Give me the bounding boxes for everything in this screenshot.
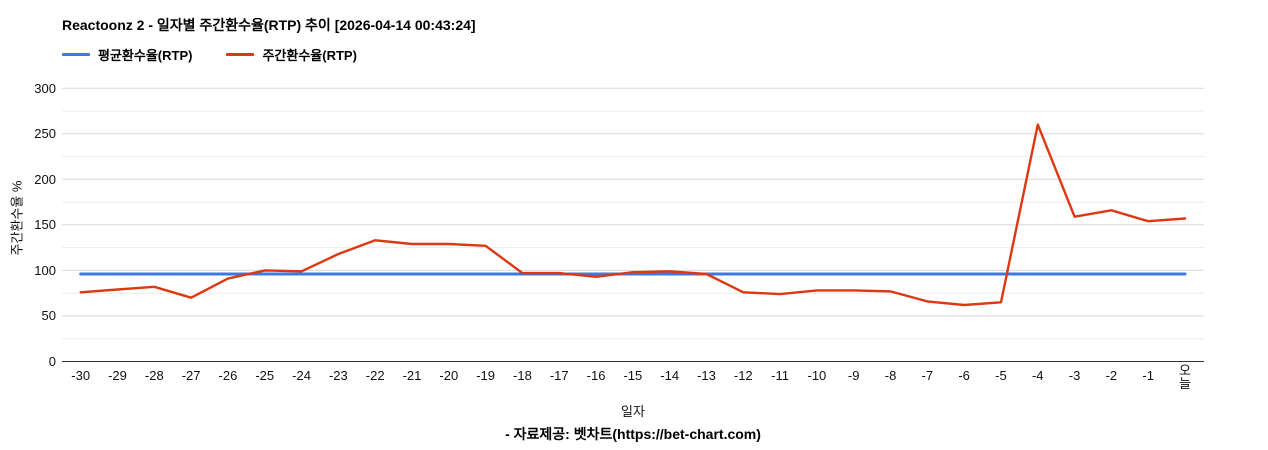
x-tick-label: -26 (218, 368, 238, 383)
x-tick-label: -14 (660, 368, 680, 383)
x-tick-label: -20 (439, 368, 459, 383)
x-tick-label: -10 (807, 368, 827, 383)
x-tick-label: -12 (733, 368, 753, 383)
x-tick-label: -7 (921, 368, 934, 383)
x-tick-label: -2 (1105, 368, 1118, 383)
x-tick-label: -23 (328, 368, 348, 383)
legend-line-swatch (226, 53, 255, 56)
weekly-rtp-line (79, 123, 1187, 307)
chart-title: Reactoonz 2 - 일자별 주간환수율(RTP) 추이 [2026-04… (62, 17, 476, 33)
y-tick-label: 0 (48, 354, 56, 369)
x-tick-label: -6 (958, 368, 970, 383)
y-tick-label: 100 (34, 262, 56, 278)
x-tick-label: -15 (623, 368, 643, 383)
legend-label: 주간환수율(RTP) (262, 48, 357, 63)
x-tick-label: -9 (847, 368, 860, 383)
x-tick-label: -25 (255, 368, 275, 383)
y-tick-label: 150 (34, 217, 56, 233)
legend: 평균환수율(RTP) 주간환수율(RTP) (62, 45, 357, 64)
y-tick-label: 300 (34, 80, 56, 96)
x-tick-label: -8 (884, 368, 897, 383)
x-tick-label: -1 (1142, 368, 1154, 383)
x-tick-label: -11 (771, 368, 789, 383)
x-tick-label: -30 (71, 368, 91, 383)
x-tick-label: -28 (144, 368, 164, 383)
x-tick-label: -27 (181, 368, 201, 383)
x-tick-label: -3 (1068, 368, 1081, 383)
y-tick-label: 250 (34, 126, 56, 142)
y-tick-label: 50 (41, 308, 56, 324)
x-tick-label: -18 (513, 368, 532, 383)
x-tick-label: -16 (586, 368, 606, 383)
chart-canvas (62, 87, 1204, 362)
x-tick-label: -29 (108, 368, 127, 383)
legend-label: 평균환수율(RTP) (98, 48, 193, 63)
x-tick-label: -13 (697, 368, 716, 383)
x-axis-title: 일자 (621, 404, 645, 419)
footer-source-credit: - 자료제공: 벳차트(https://bet-chart.com) (505, 426, 761, 442)
x-tick-label: -21 (402, 368, 422, 383)
x-tick-label: -19 (476, 368, 496, 383)
x-tick-label: -24 (292, 368, 311, 383)
x-tick-label: -5 (995, 368, 1007, 383)
legend-item-1: 주간환수율(RTP) (226, 45, 357, 64)
plot-area (62, 87, 1204, 363)
x-tick-label: -4 (1031, 368, 1044, 383)
x-tick-label: -22 (365, 368, 385, 383)
x-tick-label: -17 (549, 368, 569, 383)
y-tick-label: 200 (34, 171, 56, 187)
legend-item-0: 평균환수율(RTP) (62, 45, 192, 64)
legend-line-swatch (62, 53, 90, 56)
